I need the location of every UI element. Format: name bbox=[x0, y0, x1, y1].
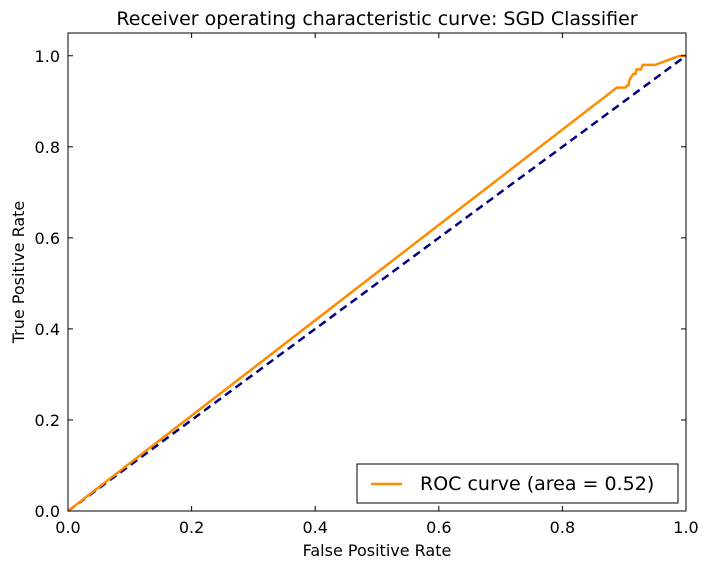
x-tick-label: 0.2 bbox=[179, 518, 204, 537]
y-tick-label: 0.6 bbox=[35, 229, 60, 248]
x-tick-label: 0.8 bbox=[550, 518, 575, 537]
x-tick-label: 0.6 bbox=[426, 518, 451, 537]
legend: ROC curve (area = 0.52) bbox=[356, 463, 679, 504]
y-tick-label: 0.2 bbox=[35, 411, 60, 430]
chance-line bbox=[67, 54, 687, 513]
legend-label-roc: ROC curve (area = 0.52) bbox=[420, 473, 654, 495]
plot-frame bbox=[67, 32, 687, 512]
chart-title: Receiver operating characteristic curve:… bbox=[116, 8, 637, 30]
y-axis-label: True Positive Rate bbox=[9, 201, 28, 345]
x-tick-label: 0.4 bbox=[302, 518, 327, 537]
x-tick-label: 1.0 bbox=[673, 518, 698, 537]
y-tick-label: 1.0 bbox=[35, 47, 60, 66]
y-tick-label: 0.8 bbox=[35, 138, 60, 157]
y-tick-label: 0.0 bbox=[35, 502, 60, 521]
roc-curve-line bbox=[67, 54, 686, 512]
x-axis-label: False Positive Rate bbox=[303, 541, 452, 560]
legend-box bbox=[356, 463, 679, 504]
plot-area bbox=[67, 54, 687, 513]
x-tick-label: 0.0 bbox=[55, 518, 80, 537]
axis-ticks: 0.0 0.2 0.4 0.6 0.8 1.0 0.0 0.2 0.4 0.6 0.8 1.0 bbox=[35, 33, 699, 537]
y-tick-label: 0.4 bbox=[35, 320, 60, 339]
